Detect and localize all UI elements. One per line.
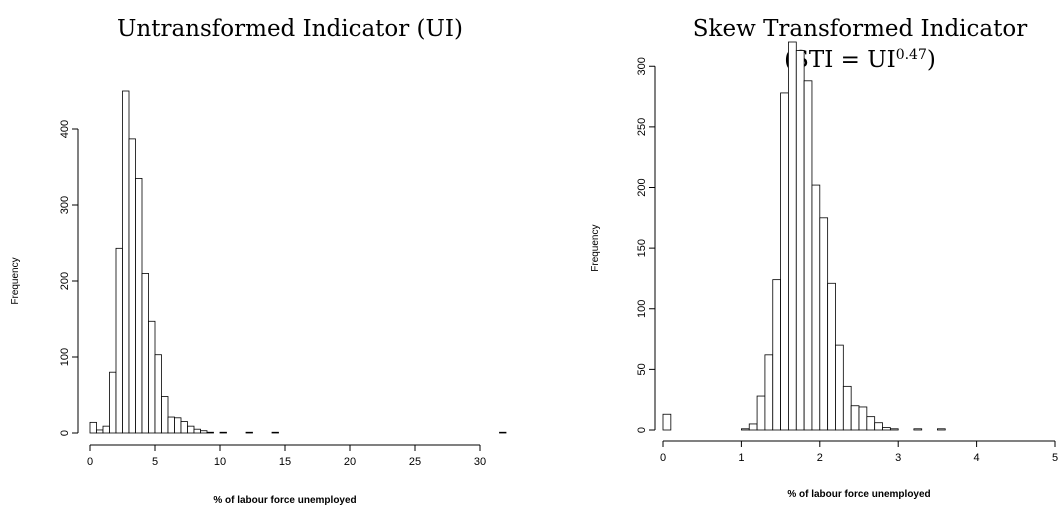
bar — [850, 405, 860, 431]
bar — [161, 396, 169, 434]
bar — [96, 429, 104, 434]
y-tick-label: 400 — [59, 120, 71, 138]
y-tick-label: 0 — [636, 427, 648, 433]
x-axis-label: % of labour force unemployed — [213, 495, 356, 506]
bar — [866, 416, 876, 431]
x-tick-label: 2 — [817, 452, 823, 464]
y-tick-label: 50 — [636, 363, 648, 375]
bar — [135, 177, 143, 434]
chart-subtitle: (STI = UI0.47) — [784, 47, 936, 73]
y-tick-label: 100 — [59, 348, 71, 366]
chart-title: Skew Transformed Indicator — [693, 16, 1027, 42]
bar — [835, 344, 844, 431]
bar — [756, 395, 766, 431]
bar — [141, 272, 149, 434]
bar — [154, 354, 162, 434]
bar — [271, 431, 279, 434]
bar — [819, 217, 829, 431]
bar — [889, 428, 899, 431]
bar — [109, 371, 117, 434]
y-tick-label: 200 — [636, 178, 648, 196]
bar — [788, 41, 797, 431]
x-tick-label: 4 — [974, 452, 980, 464]
bar — [764, 354, 774, 431]
x-tick-label: 10 — [214, 456, 226, 468]
x-axis-label: % of labour force unemployed — [787, 489, 930, 500]
bar — [187, 425, 195, 434]
bar — [795, 50, 805, 431]
bar — [128, 138, 136, 434]
bar — [803, 80, 813, 431]
bar — [115, 247, 123, 434]
chart-title: Untransformed Indicator (UI) — [117, 16, 463, 42]
x-tick-label: 15 — [279, 456, 291, 468]
bar — [219, 431, 227, 434]
bar — [858, 406, 868, 431]
bar — [122, 90, 130, 434]
bar — [174, 417, 182, 434]
x-tick-label: 0 — [87, 456, 93, 468]
y-tick-label: 150 — [636, 239, 648, 257]
x-tick-label: 5 — [1052, 452, 1058, 464]
bar — [741, 428, 750, 431]
bar — [913, 428, 923, 431]
x-tick-label: 20 — [344, 456, 356, 468]
bar — [167, 416, 175, 434]
x-tick-label: 3 — [895, 452, 901, 464]
bar — [89, 421, 97, 434]
bar — [780, 92, 789, 431]
bar — [200, 430, 208, 434]
x-tick-label: 25 — [409, 456, 421, 468]
y-tick-label: 100 — [636, 300, 648, 318]
bar — [148, 320, 156, 434]
y-tick-label: 250 — [636, 118, 648, 136]
bar — [811, 184, 821, 431]
bar — [180, 421, 188, 434]
x-tick-label: 1 — [738, 452, 744, 464]
x-tick-label: 30 — [474, 456, 486, 468]
bar — [245, 431, 253, 434]
bar — [937, 428, 946, 431]
y-axis-label: Frequency — [10, 257, 21, 304]
bar — [772, 279, 782, 431]
y-tick-label: 0 — [59, 430, 71, 436]
bar — [499, 431, 507, 434]
bar — [102, 425, 110, 434]
bar — [827, 282, 836, 431]
x-tick-label: 0 — [660, 452, 666, 464]
bar — [193, 428, 201, 434]
y-tick-label: 300 — [59, 196, 71, 214]
bar — [206, 431, 214, 434]
y-tick-label: 200 — [59, 272, 71, 290]
bar — [842, 385, 852, 431]
bar — [662, 413, 672, 431]
x-tick-label: 5 — [152, 456, 158, 468]
bar — [874, 422, 883, 431]
subtitle-superscript: 0.47 — [896, 47, 927, 63]
bar — [882, 427, 891, 431]
y-axis-label: Frequency — [590, 225, 601, 272]
bar — [748, 423, 758, 431]
y-tick-label: 300 — [636, 57, 648, 75]
subtitle-closing: ) — [927, 47, 936, 73]
